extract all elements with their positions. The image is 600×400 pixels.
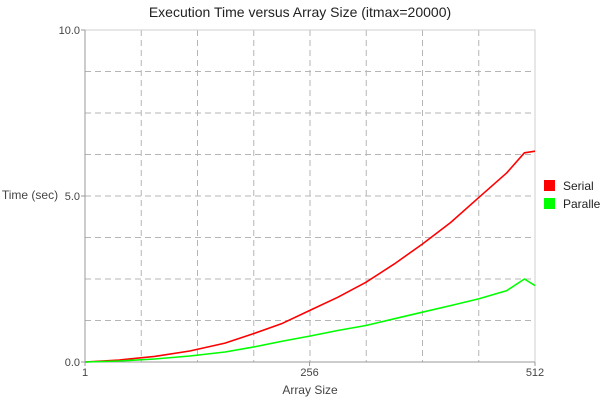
y-axis-label: Time (sec) — [2, 188, 58, 202]
x-tick-label: 1 — [82, 367, 88, 379]
legend: Serial Parallel — [544, 179, 600, 211]
grid — [85, 30, 535, 362]
y-tick-label: 5.0 — [65, 191, 80, 203]
legend-swatch-serial — [544, 180, 555, 191]
chart-title: Execution Time versus Array Size (itmax=… — [149, 4, 451, 20]
tick-labels: 0.0 5.0 10.0 1 256 512 — [59, 25, 545, 379]
y-tick-label: 10.0 — [59, 25, 80, 37]
legend-label-serial: Serial — [563, 179, 594, 193]
y-tick-label: 0.0 — [65, 357, 80, 369]
x-tick-label: 256 — [300, 367, 318, 379]
x-axis-label: Array Size — [282, 383, 338, 397]
x-tick-label: 512 — [526, 367, 544, 379]
series-line-serial — [84, 150, 536, 363]
legend-swatch-parallel — [544, 198, 555, 209]
legend-label-parallel: Parallel — [563, 197, 600, 211]
series-group — [84, 150, 536, 363]
series-line-parallel — [84, 278, 536, 363]
